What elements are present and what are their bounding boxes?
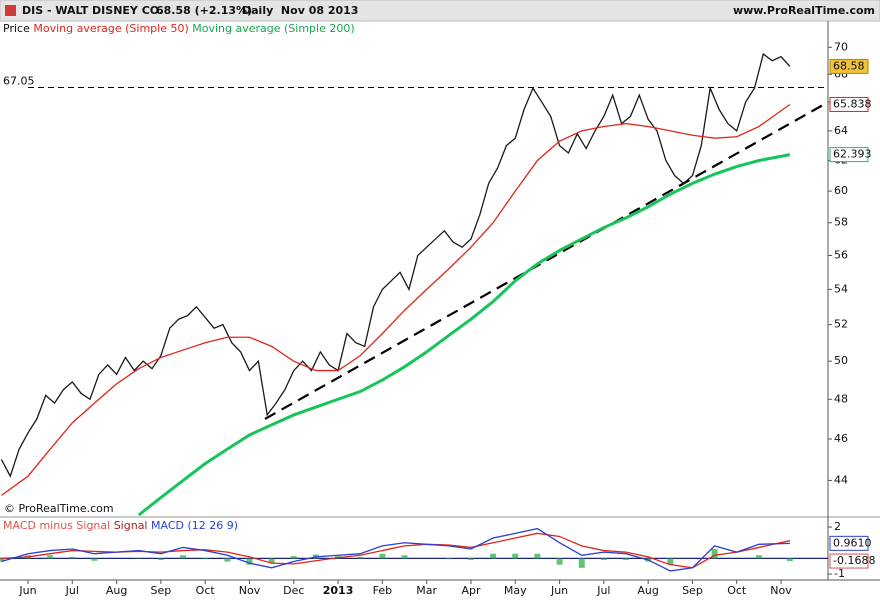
histogram-bar	[202, 558, 209, 560]
histogram-bar	[600, 558, 607, 560]
x-tick-label: Oct	[727, 584, 747, 597]
source: www.ProRealTime.com	[733, 4, 875, 17]
x-tick-label: Apr	[461, 584, 481, 597]
value-boxes: 68.58 65.838 62.393 -0.1688 0.9610	[829, 58, 875, 569]
x-tick-label: Nov	[770, 584, 792, 597]
histogram-bar	[556, 558, 563, 565]
x-tick-label: Sep	[682, 584, 703, 597]
last-value-box	[829, 58, 869, 74]
histogram-bar	[445, 558, 452, 560]
last-value-label: -0.1688	[833, 554, 875, 567]
macd-legend: MACD minus Signal Signal MACD (12 26 9)	[3, 519, 238, 532]
x-tick-label: Mar	[416, 584, 437, 597]
legend: Price Moving average (Simple 50) Moving …	[3, 22, 355, 35]
histogram-bar	[401, 555, 408, 559]
histogram-bar	[180, 555, 187, 559]
header-icon	[5, 5, 16, 16]
last-value-box	[829, 535, 869, 551]
plot-area: -1 2 Jun Jul Aug Sep Oct Nov Dec 2013 Feb Mar Apr May…	[0, 520, 845, 597]
x-tick-label: Jul	[596, 584, 610, 597]
y-tick-label: 48	[834, 392, 848, 405]
last-value-label: 68.58	[833, 59, 865, 72]
histogram-bar	[0, 558, 5, 562]
histogram-bar	[578, 558, 585, 568]
histogram-bar	[512, 553, 519, 559]
histogram-bar	[290, 556, 297, 559]
histogram-bar	[47, 555, 54, 559]
x-tick-label: Jul	[65, 584, 79, 597]
y-tick-label: 52	[834, 318, 848, 331]
histogram-bar	[623, 558, 630, 560]
trend-line	[264, 101, 829, 420]
x-tick-label: May	[504, 584, 527, 597]
y-tick-label: 46	[834, 432, 848, 445]
y-tick-label: -1	[834, 567, 845, 580]
x-tick-label: Jun	[550, 584, 568, 597]
y-tick-label: 58	[834, 216, 848, 229]
y-tick-label: 54	[834, 282, 848, 295]
histogram-bar	[667, 558, 674, 565]
last-value-label: 0.9610	[833, 536, 872, 549]
histogram-bar	[357, 556, 364, 559]
histogram-bar	[268, 558, 275, 564]
y-tick-label: 50	[834, 354, 848, 367]
histogram-bar	[490, 553, 497, 559]
legend-entry: Moving average (Simple 200)	[192, 22, 354, 35]
histogram-bar	[69, 556, 76, 559]
series-line	[1, 527, 790, 572]
last-value-box	[829, 147, 869, 163]
series-line	[137, 153, 791, 517]
y-tick-label: 60	[834, 184, 848, 197]
last-value-box	[829, 553, 869, 569]
histogram-bar	[135, 557, 142, 559]
last-value-label: 62.393	[833, 148, 872, 161]
x-tick-label: Oct	[196, 584, 216, 597]
histogram-bar	[379, 553, 386, 559]
x-tick-label: 2013	[323, 584, 354, 597]
reference-label: 67.05	[3, 74, 35, 87]
x-tick-label: Jun	[18, 584, 36, 597]
series-line	[0, 52, 791, 478]
legend-entry: Price	[3, 22, 30, 35]
x-tick-label: Sep	[151, 584, 172, 597]
histogram-bar	[224, 558, 231, 562]
watermark: © ProRealTime.com	[4, 502, 114, 515]
legend-entry: Moving average (Simple 50)	[33, 22, 188, 35]
series-line	[1, 103, 791, 496]
histogram-bar	[157, 558, 164, 560]
legend-entry: MACD minus Signal	[3, 519, 110, 532]
histogram-bar	[755, 555, 762, 559]
x-tick-label: Nov	[239, 584, 261, 597]
series-line	[1, 532, 791, 569]
x-tick-label: Feb	[373, 584, 392, 597]
y-tick-label: 56	[834, 248, 848, 261]
x-tick-label: Aug	[637, 584, 658, 597]
histogram-bar	[467, 558, 474, 560]
last-value-box	[829, 96, 869, 112]
y-tick-label: 70	[834, 40, 848, 53]
legend-entry: MACD (12 26 9)	[151, 519, 238, 532]
histogram-bar	[711, 549, 718, 559]
histogram-bar	[534, 553, 541, 559]
histogram-bar	[246, 558, 253, 565]
chart-title: DIS - WALT DISNEY CO.	[22, 4, 163, 17]
last-value-label: 65.838	[833, 97, 872, 110]
period: Daily Nov 08 2013	[242, 4, 358, 17]
x-tick-label: Aug	[106, 584, 127, 597]
y-tick-label: 64	[834, 124, 848, 137]
histogram-bar	[91, 558, 98, 561]
header-bar	[0, 0, 880, 22]
histogram-bar	[786, 558, 793, 562]
quote: 68.58 (+2.13%)	[156, 4, 252, 17]
y-tick-label: 2	[834, 520, 841, 533]
legend-entry: Signal	[114, 519, 148, 532]
x-tick-label: Dec	[283, 584, 304, 597]
y-tick-label: 44	[834, 473, 848, 486]
